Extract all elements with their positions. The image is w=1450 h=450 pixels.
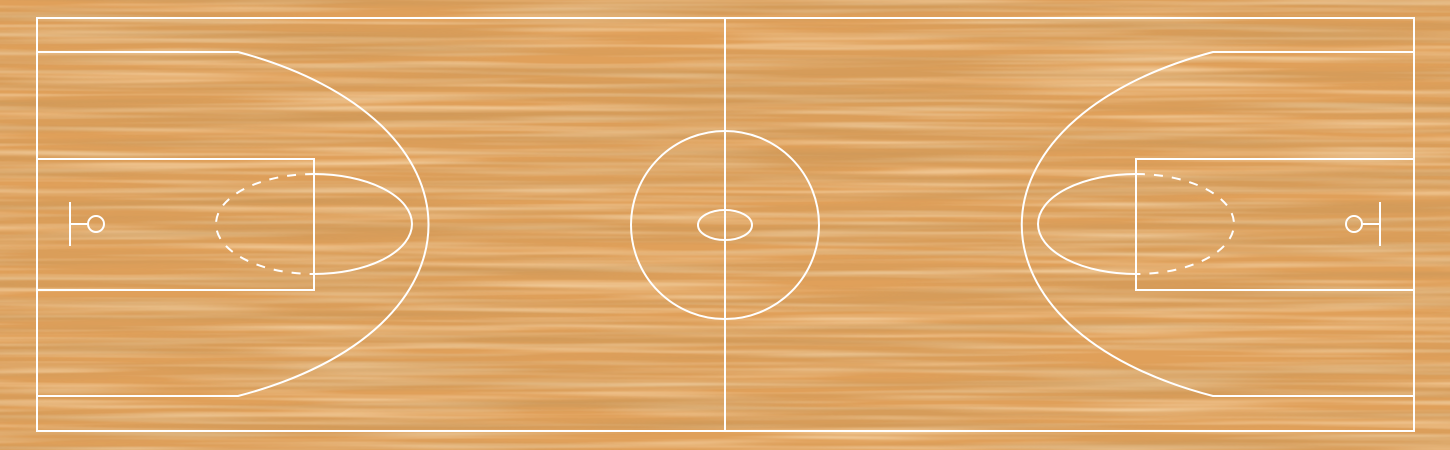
right-free-throw-arc-dashed <box>1135 173 1235 275</box>
right-three-point-line <box>1020 51 1414 397</box>
right-free-throw-arc <box>1037 173 1137 275</box>
left-key <box>36 158 315 291</box>
center-inner-circle <box>697 209 753 241</box>
right-hoop-icon <box>1345 215 1363 233</box>
court-lines <box>36 17 1415 432</box>
left-three-point-line <box>37 51 430 397</box>
right-key <box>1135 158 1415 291</box>
left-half <box>36 51 430 397</box>
left-free-throw-arc-dashed <box>215 173 315 275</box>
left-free-throw-arc <box>313 173 413 275</box>
center-circle <box>630 130 820 320</box>
left-hoop-icon <box>87 215 105 233</box>
right-half <box>1020 51 1415 397</box>
